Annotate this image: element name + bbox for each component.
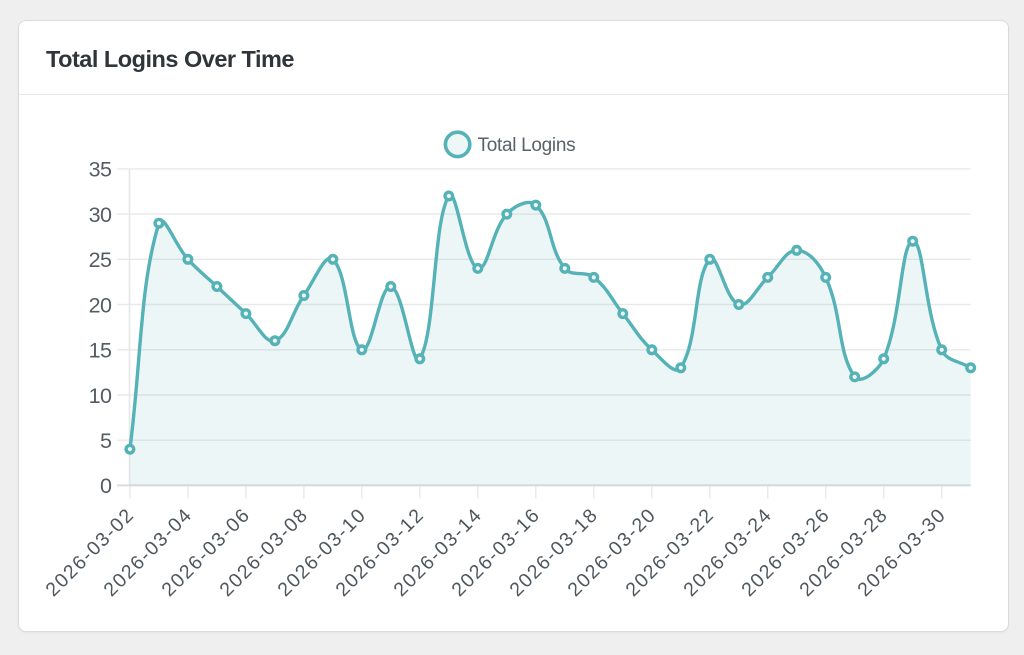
svg-text:15: 15 [89, 339, 112, 363]
svg-text:30: 30 [89, 203, 112, 227]
svg-text:5: 5 [100, 429, 112, 453]
svg-text:Total Logins: Total Logins [478, 135, 576, 156]
svg-text:10: 10 [89, 384, 112, 408]
svg-text:35: 35 [89, 158, 112, 182]
svg-text:0: 0 [100, 474, 112, 498]
svg-text:25: 25 [89, 248, 112, 272]
svg-text:20: 20 [89, 293, 112, 317]
